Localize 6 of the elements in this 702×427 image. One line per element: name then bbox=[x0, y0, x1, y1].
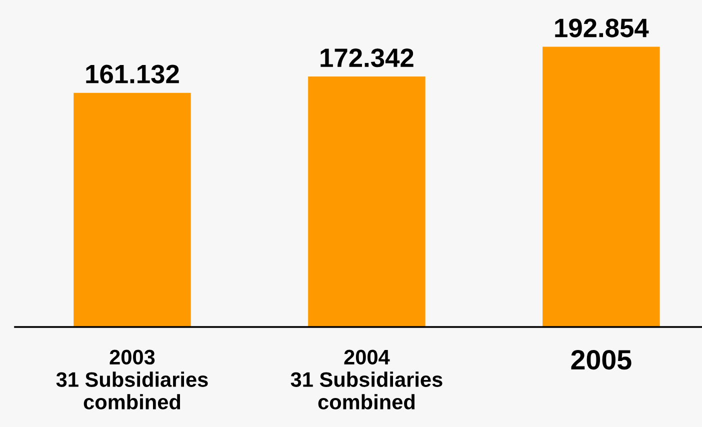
x-tick-label: 2003 31 Subsidiaries combined bbox=[56, 350, 208, 410]
x-tick-label: 2004 31 Subsidiaries combined bbox=[290, 350, 442, 410]
data-label: 172.342 bbox=[320, 48, 414, 68]
data-label: 161.132 bbox=[86, 64, 179, 84]
data-label: 192.854 bbox=[555, 18, 649, 38]
x-tick-label: 2005 bbox=[571, 350, 632, 370]
